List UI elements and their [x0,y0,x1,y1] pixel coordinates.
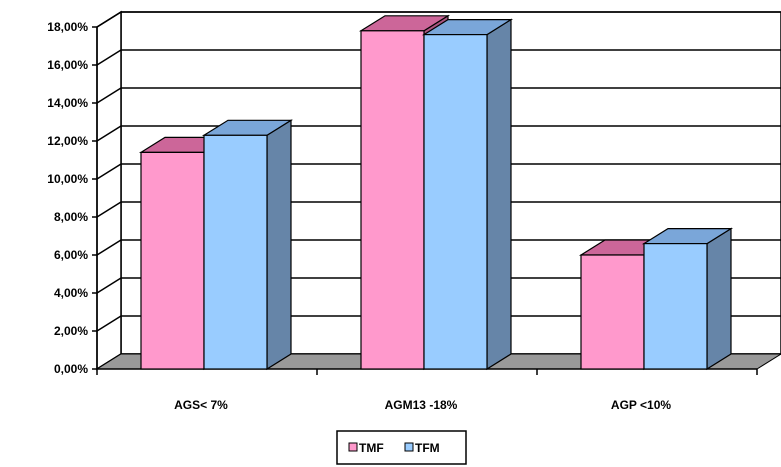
gridline-side [96,49,122,66]
y-tick-label: 16,00% [47,58,88,72]
y-tick-label: 18,00% [47,20,88,34]
gridline-side [96,239,122,256]
x-tick-label: AGP <10% [611,398,671,412]
bar-front-face [423,33,488,370]
x-tick-label: AGS< 7% [174,398,228,412]
y-tick-label: 4,00% [54,286,88,300]
bar-tfm [201,119,294,371]
legend-swatch-tfm [404,442,414,452]
legend-label-tfm: TFM [415,441,440,455]
y-tick-label: 6,00% [54,248,88,262]
y-tick-label: 10,00% [47,172,88,186]
bar-side-face [266,119,292,371]
y-tick-label: 0,00% [54,362,88,376]
gridline-side [96,125,122,142]
y-tick-label: 2,00% [54,324,88,338]
bar-side-face [486,18,512,371]
gridline-side [96,163,122,180]
gridline-side [96,201,122,218]
legend: TMF TFM [336,430,467,465]
y-tick-label: 8,00% [54,210,88,224]
bar-front-face [643,243,708,370]
y-axis-ticks: 0,00% 2,00% 4,00% 6,00% 8,00% 10,00% 12,00% 14,… [47,20,97,376]
legend-box [336,430,467,465]
bar-front-face [140,151,205,370]
y-tick-label: 12,00% [47,134,88,148]
bar-tfm [421,18,514,371]
gridline-side [96,277,122,294]
x-axis-labels: AGS< 7% AGM13 -18% AGP <10% [174,398,671,412]
x-tick-label: AGM13 -18% [385,398,458,412]
legend-swatch-tmf [348,442,358,452]
bar-front-face [203,134,268,370]
bar-side-face [706,227,732,371]
bar-front-face [360,30,425,370]
gridline-side [96,11,122,28]
gridline-side [96,315,122,332]
legend-label-tmf: TMF [359,441,384,455]
bar-tfm [641,227,734,371]
bars [138,14,734,371]
gridline-side [96,87,122,104]
bar-front-face [580,254,645,370]
side-wall [96,10,122,371]
y-tick-label: 14,00% [47,96,88,110]
